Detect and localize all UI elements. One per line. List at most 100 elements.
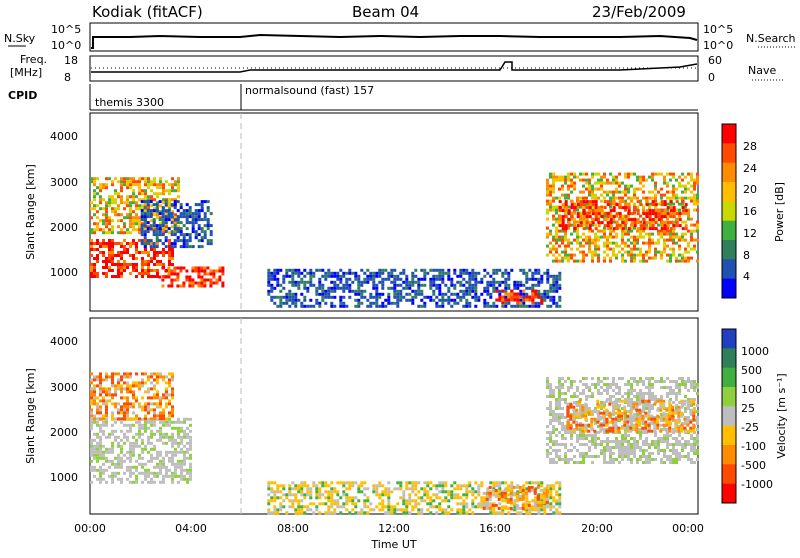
velocity-cell [405, 484, 408, 487]
velocity-cell [537, 508, 540, 511]
power-cell [564, 239, 567, 242]
velocity-cell [405, 511, 408, 514]
velocity-cell [327, 496, 330, 499]
power-cell [423, 296, 426, 299]
power-cell [168, 209, 171, 212]
velocity-cell [612, 380, 615, 383]
power-cell [363, 296, 366, 299]
power-cell [123, 269, 126, 272]
velocity-cell [99, 472, 102, 475]
velocity-cell [584, 424, 587, 427]
velocity-cell [189, 478, 192, 481]
velocity-cell [546, 383, 549, 386]
power-cell [540, 281, 543, 284]
power-cell [138, 180, 141, 183]
velocity-cell [330, 496, 333, 499]
power-cell [693, 224, 696, 227]
power-cell [645, 233, 648, 236]
power-cell [597, 245, 600, 248]
velocity-cell [627, 440, 630, 443]
power-cell [459, 290, 462, 293]
velocity-cell [566, 409, 569, 412]
power-cell [627, 233, 630, 236]
velocity-cell [636, 392, 639, 395]
power-cell [378, 305, 381, 308]
power-cell [99, 195, 102, 198]
power-cell [675, 194, 678, 197]
power-cell [652, 209, 655, 212]
power-cell [144, 272, 147, 275]
power-cell [660, 194, 663, 197]
power-cell [170, 285, 173, 288]
velocity-cell [306, 487, 309, 490]
power-cell [552, 239, 555, 242]
velocity-cell [572, 418, 575, 421]
power-cell [330, 275, 333, 278]
velocity-cell [105, 405, 108, 408]
velocity-cell [570, 458, 573, 461]
velocity-cell [648, 404, 651, 407]
power-cell [601, 215, 604, 218]
power-cell [198, 215, 201, 218]
power-cell [375, 296, 378, 299]
power-cell [555, 206, 558, 209]
power-cell [195, 203, 198, 206]
power-cell [354, 290, 357, 293]
power-cell [640, 224, 643, 227]
power-cell [654, 173, 657, 176]
power-cell [147, 177, 150, 180]
velocity-cell [642, 449, 645, 452]
power-cell [138, 225, 141, 228]
velocity-cell [599, 427, 602, 430]
power-cell [540, 299, 543, 302]
power-cell [552, 197, 555, 200]
power-cell [621, 182, 624, 185]
velocity-cell [150, 430, 153, 433]
velocity-cell [555, 455, 558, 458]
power-cell [345, 284, 348, 287]
power-cell [96, 260, 99, 263]
velocity-cell [624, 455, 627, 458]
velocity-cell [549, 496, 552, 499]
velocity-cell [462, 493, 465, 496]
power-cell [150, 204, 153, 207]
power-cell [676, 224, 679, 227]
power-cell [168, 192, 171, 195]
velocity-cell [605, 430, 608, 433]
velocity-cell [558, 502, 561, 505]
velocity-cell [405, 505, 408, 508]
power-cell [144, 218, 147, 221]
power-cell [693, 200, 696, 203]
velocity-cell [471, 505, 474, 508]
power-cell [678, 260, 681, 263]
velocity-cell [561, 407, 564, 410]
velocity-cell [126, 457, 129, 460]
power-cell [660, 173, 663, 176]
power-cell [679, 218, 682, 221]
velocity-cell [594, 383, 597, 386]
power-cell [636, 176, 639, 179]
power-cell [396, 293, 399, 296]
power-cell [619, 215, 622, 218]
power-cell [348, 287, 351, 290]
power-cell [345, 272, 348, 275]
velocity-cell [168, 393, 171, 396]
power-cell [162, 228, 165, 231]
velocity-cell [438, 496, 441, 499]
power-cell [420, 269, 423, 272]
power-cell [423, 284, 426, 287]
power-cell [435, 269, 438, 272]
power-cell [562, 215, 565, 218]
power-cell [658, 218, 661, 221]
power-cell [126, 195, 129, 198]
power-cell [144, 192, 147, 195]
power-cell [306, 281, 309, 284]
power-cell [123, 201, 126, 204]
velocity-cell [495, 481, 498, 484]
velocity-cell [177, 481, 180, 484]
velocity-cell [129, 375, 132, 378]
power-cell [657, 233, 660, 236]
power-cell [189, 245, 192, 248]
power-cell [117, 242, 120, 245]
power-cell [162, 192, 165, 195]
